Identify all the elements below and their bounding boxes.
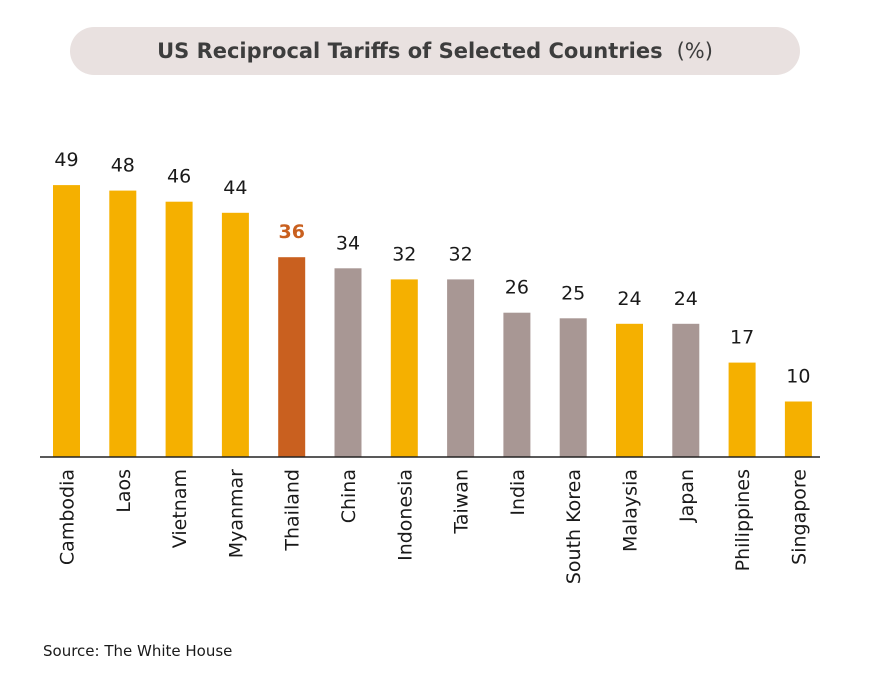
bar-malaysia <box>616 323 643 457</box>
bar-philippines <box>728 362 756 457</box>
category-label-indonesia: Indonesia <box>394 469 416 561</box>
value-label-south-korea: 25 <box>561 282 585 304</box>
bar-thailand <box>278 257 306 457</box>
bar-laos <box>109 190 137 457</box>
chart-title-main: US Reciprocal Tariffs of Selected Countr… <box>157 39 663 63</box>
category-label-malaysia: Malaysia <box>620 469 642 552</box>
chart-title: US Reciprocal Tariffs of Selected Countr… <box>157 39 713 63</box>
bar-vietnam <box>165 201 193 457</box>
value-label-singapore: 10 <box>786 366 810 388</box>
value-label-laos: 48 <box>111 155 135 177</box>
chart-title-unit: (%) <box>677 39 713 63</box>
bar-cambodia <box>53 185 80 457</box>
value-label-china: 34 <box>336 232 360 254</box>
bar-singapore <box>784 401 812 457</box>
value-label-india: 26 <box>505 277 529 299</box>
bar-south-korea <box>559 318 587 458</box>
value-label-indonesia: 32 <box>392 243 416 265</box>
bar-japan <box>672 323 700 457</box>
category-label-philippines: Philippines <box>732 469 754 571</box>
bars-group <box>53 185 812 458</box>
category-labels-group: Cambodia Laos Vietnam Myanmar Thailand China I… <box>57 469 811 584</box>
value-label-thailand: 36 <box>278 221 304 243</box>
bar-china <box>334 268 362 457</box>
bar-myanmar <box>221 212 249 457</box>
category-label-china: China <box>338 469 360 523</box>
category-label-japan: Japan <box>676 469 698 523</box>
title-background <box>70 27 800 75</box>
category-label-taiwan: Taiwan <box>451 469 473 535</box>
category-label-thailand: Thailand <box>282 469 304 552</box>
category-label-south-korea: South Korea <box>563 469 585 584</box>
bar-taiwan <box>447 279 475 457</box>
value-label-vietnam: 46 <box>167 166 191 188</box>
category-label-laos: Laos <box>113 469 135 513</box>
value-labels-group: 49 48 46 44 36 34 32 32 26 25 24 24 17 10 <box>54 149 810 387</box>
value-label-myanmar: 44 <box>223 177 247 199</box>
value-label-taiwan: 32 <box>449 243 473 265</box>
category-label-vietnam: Vietnam <box>169 469 191 548</box>
category-label-india: India <box>507 469 529 516</box>
value-label-japan: 24 <box>674 288 698 310</box>
value-label-philippines: 17 <box>730 327 754 349</box>
bar-india <box>503 312 531 457</box>
source-note: Source: The White House <box>43 642 232 660</box>
category-label-myanmar: Myanmar <box>225 469 247 558</box>
value-label-malaysia: 24 <box>617 288 641 310</box>
value-label-cambodia: 49 <box>54 149 78 171</box>
category-label-singapore: Singapore <box>788 469 810 565</box>
bar-indonesia <box>390 279 418 457</box>
category-label-cambodia: Cambodia <box>57 469 79 565</box>
